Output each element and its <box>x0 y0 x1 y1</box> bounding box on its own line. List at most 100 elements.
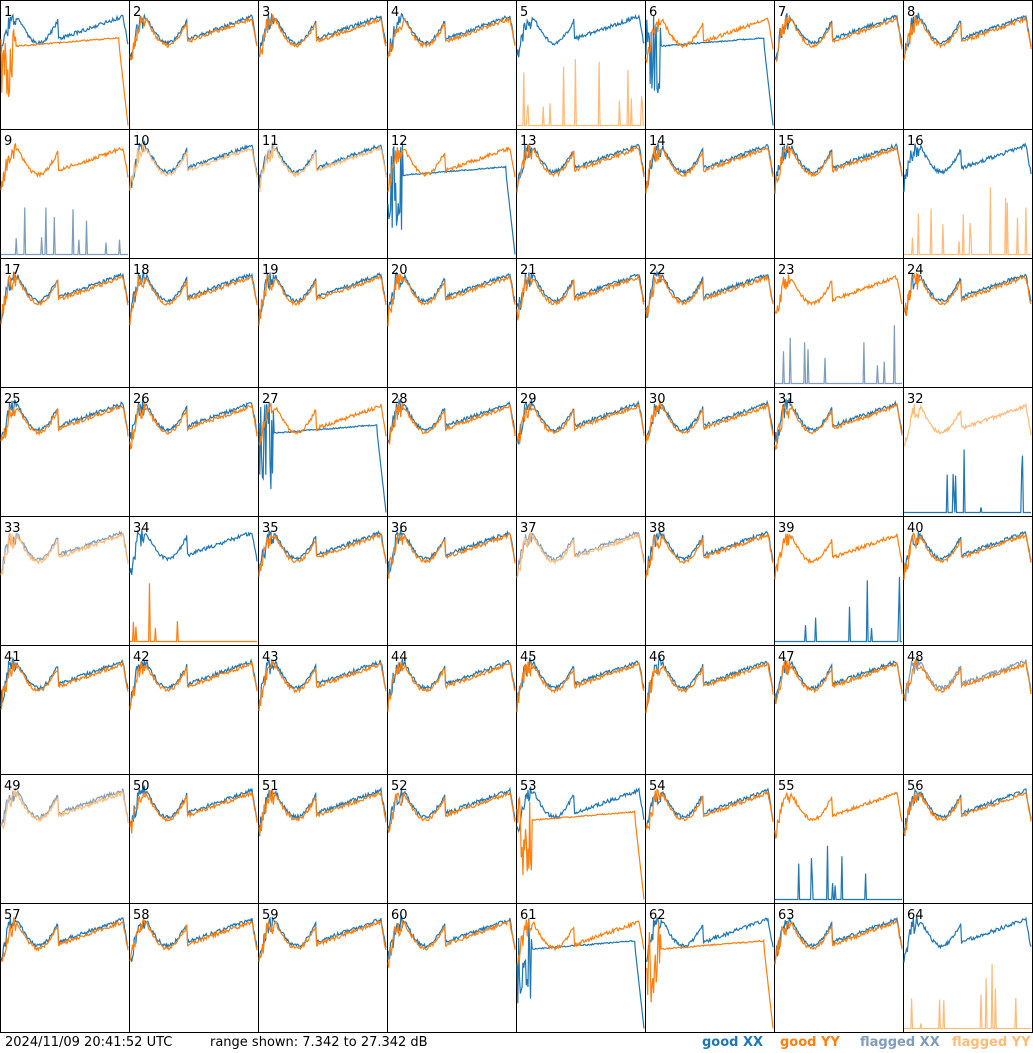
series-xx-good <box>258 401 387 513</box>
series-xx-flagged <box>903 657 1032 702</box>
series-yy-good <box>129 276 258 326</box>
series-xx-good <box>645 15 774 126</box>
panel-label: 33 <box>4 521 21 536</box>
panel-61: 61 <box>516 903 646 1033</box>
panel-label: 46 <box>649 650 666 665</box>
panel-62: 62 <box>645 903 775 1033</box>
panel-label: 4 <box>391 5 399 20</box>
series-yy-good <box>387 660 516 712</box>
series-yy-good <box>130 583 257 643</box>
series-xx-good <box>516 399 645 445</box>
series-yy-good <box>387 920 516 968</box>
series-xx-good <box>903 787 1032 837</box>
panel-label: 1 <box>4 5 12 20</box>
series-yy-good <box>258 532 387 577</box>
series-xx-good <box>903 530 1032 578</box>
series-yy-good <box>645 788 774 832</box>
series-yy-good <box>774 659 903 704</box>
panel-52: 52 <box>387 774 517 904</box>
series-xx-good <box>903 142 1032 192</box>
series-yy-good <box>903 272 1032 317</box>
panel-label: 50 <box>133 779 150 794</box>
panel-35: 35 <box>258 516 388 646</box>
panel-16: 16 <box>903 129 1033 259</box>
series-xx-good <box>0 13 129 53</box>
panel-33: 33 <box>0 516 130 646</box>
panel-32: 32 <box>903 387 1033 517</box>
panel-label: 16 <box>907 134 924 149</box>
panel-42: 42 <box>129 645 259 775</box>
series-yy-good <box>774 274 903 314</box>
series-yy-good <box>0 405 129 441</box>
series-yy-good <box>129 916 258 962</box>
panel-label: 38 <box>649 521 666 536</box>
panel-26: 26 <box>129 387 259 517</box>
panel-3: 3 <box>258 0 388 130</box>
series-yy-good <box>387 401 516 446</box>
panel-label: 32 <box>907 392 924 407</box>
panel-label: 30 <box>649 392 666 407</box>
panel-31: 31 <box>774 387 904 517</box>
panel-label: 5 <box>520 5 528 20</box>
panel-43: 43 <box>258 645 388 775</box>
series-yy-good <box>0 660 129 710</box>
panel-label: 7 <box>778 5 786 20</box>
panel-label: 37 <box>520 521 537 536</box>
series-yy-good <box>645 533 774 579</box>
range-text: range shown: 7.342 to 27.342 dB <box>210 1035 428 1050</box>
panel-38: 38 <box>645 516 775 646</box>
panel-label: 57 <box>4 908 21 923</box>
series-yy-good <box>645 17 774 63</box>
series-xx-good <box>387 271 516 324</box>
legend-good-yy: good YY <box>780 1035 840 1050</box>
panel-label: 12 <box>391 134 408 149</box>
series-yy-good <box>774 15 903 63</box>
panel-label: 35 <box>262 521 279 536</box>
series-xx-good <box>0 271 129 322</box>
panel-11: 11 <box>258 129 388 259</box>
panel-frame <box>903 0 1033 130</box>
series-yy-good <box>258 659 387 711</box>
panel-label: 6 <box>649 5 657 20</box>
panel-label: 21 <box>520 263 537 278</box>
panel-24: 24 <box>903 258 1033 388</box>
panel-label: 39 <box>778 521 795 536</box>
panel-5: 5 <box>516 0 646 130</box>
series-xx-good <box>387 529 516 575</box>
panel-47: 47 <box>774 645 904 775</box>
panel-frame <box>0 129 130 259</box>
series-yy-good <box>903 791 1032 836</box>
series-yy-good <box>387 532 516 580</box>
panel-36: 36 <box>387 516 517 646</box>
series-yy-flagged <box>904 963 1031 1030</box>
panel-45: 45 <box>516 645 646 775</box>
panel-label: 60 <box>391 908 408 923</box>
series-xx-good <box>129 13 258 61</box>
panel-label: 62 <box>649 908 666 923</box>
series-xx-good <box>645 142 774 191</box>
panel-label: 54 <box>649 779 666 794</box>
series-xx-good <box>129 917 258 962</box>
series-yy-good <box>258 919 387 962</box>
series-xx-good <box>775 576 902 643</box>
series-yy-flagged <box>129 141 258 191</box>
panel-label: 59 <box>262 908 279 923</box>
series-xx-good <box>129 271 258 323</box>
panel-63: 63 <box>774 903 904 1033</box>
series-yy-flagged <box>0 532 129 576</box>
panel-4: 4 <box>387 0 517 130</box>
series-xx-good <box>387 143 516 255</box>
series-xx-good <box>258 530 387 574</box>
series-xx-good <box>129 785 258 828</box>
series-xx-good <box>516 786 645 833</box>
panel-15: 15 <box>774 129 904 259</box>
series-yy-flagged <box>258 142 387 193</box>
panel-label: 45 <box>520 650 537 665</box>
panel-37: 37 <box>516 516 646 646</box>
series-xx-flagged <box>0 788 129 826</box>
series-yy-good <box>774 143 903 195</box>
series-yy-good <box>387 273 516 327</box>
panel-57: 57 <box>0 903 130 1033</box>
series-yy-flagged <box>516 532 645 579</box>
series-xx-good <box>645 917 774 963</box>
